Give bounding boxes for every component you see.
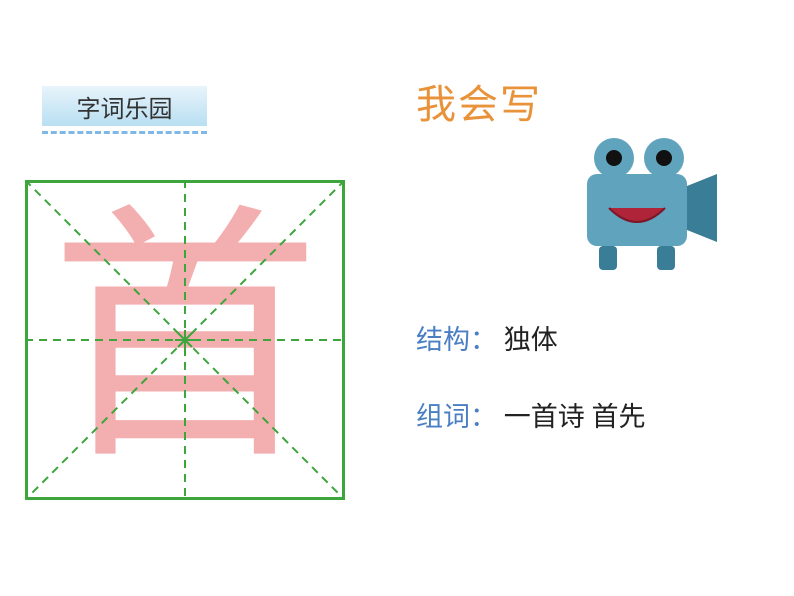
section-badge-text: 字词乐园 (77, 89, 173, 124)
words-value: 一首诗 首先 (504, 402, 646, 432)
structure-value: 独体 (504, 325, 558, 355)
section-badge: 字词乐园 (42, 86, 207, 126)
character-grid: 首 (25, 180, 345, 500)
words-label: 组词： (416, 402, 497, 432)
tian-grid-icon (25, 180, 345, 500)
words-row: 组词： 一首诗 首先 (416, 395, 646, 434)
page-title: 我会写 (416, 72, 542, 130)
camera-icon (569, 130, 719, 280)
structure-row: 结构： 独体 (416, 318, 558, 357)
badge-dashed-underline (42, 131, 207, 134)
structure-label: 结构： (416, 325, 497, 355)
